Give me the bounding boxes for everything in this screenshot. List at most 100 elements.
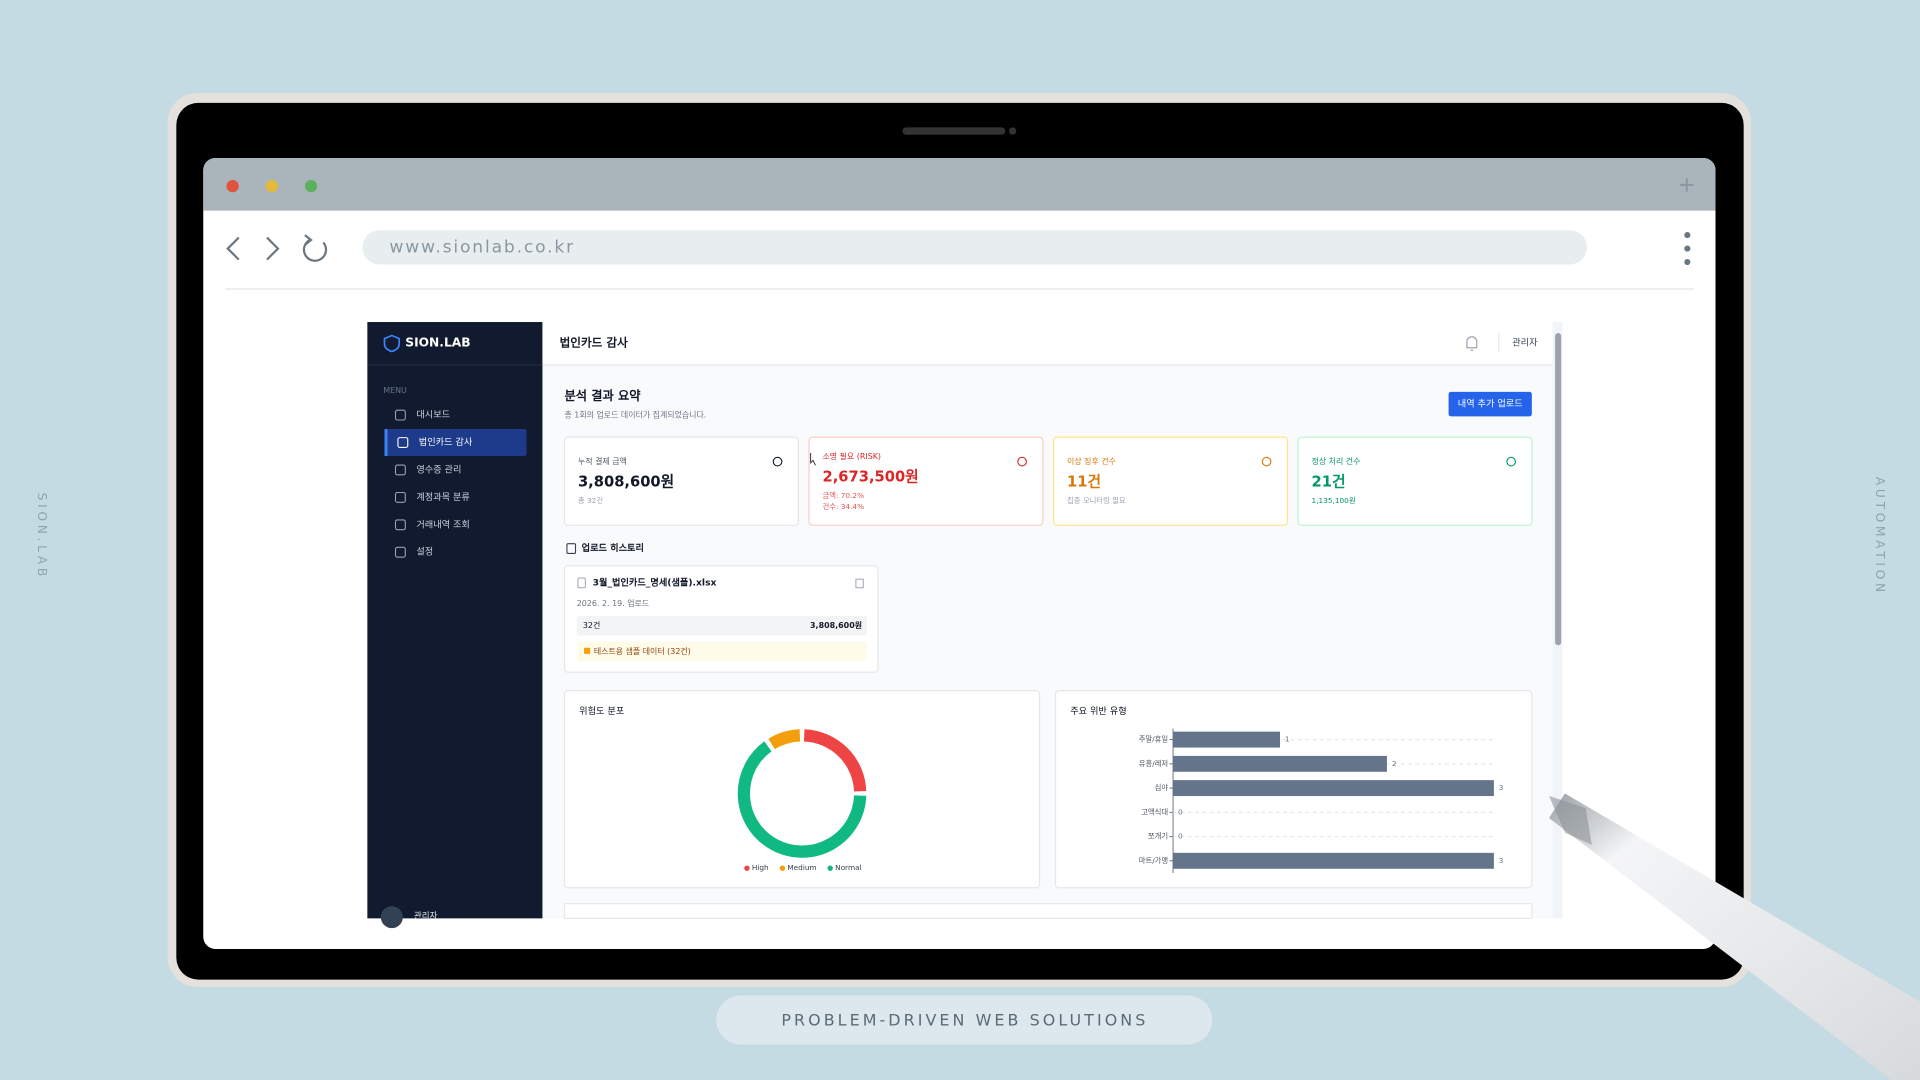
- history-icon: [566, 543, 577, 555]
- history-tag-box: [576, 641, 867, 662]
- forward-button[interactable]: [266, 236, 280, 261]
- speaker: [902, 127, 1006, 135]
- card-value: 3,808,600원: [578, 473, 674, 490]
- brand: SION.LAB: [405, 335, 470, 349]
- avatar: [380, 906, 403, 929]
- card-value: 2,673,500원: [822, 469, 918, 486]
- menu-icon: [394, 519, 406, 531]
- menu-active-bg: [384, 429, 527, 456]
- history-file: 3월_법인카드_명세(샘플).xlsx: [593, 576, 717, 588]
- upload-button[interactable]: [1448, 391, 1532, 417]
- legend-dot: [779, 865, 786, 871]
- window-close[interactable]: [226, 180, 239, 193]
- side-label: AUTOMATION: [1873, 477, 1887, 596]
- header: [542, 322, 1553, 365]
- bar-value: 1: [1285, 735, 1290, 744]
- menu-item[interactable]: 영수증 관리: [416, 464, 461, 475]
- page-title: 법인카드 감사: [560, 335, 629, 349]
- bar-value: 0: [1178, 832, 1183, 841]
- tag-icon: [584, 647, 591, 654]
- summary-card: [1297, 436, 1533, 526]
- header-user[interactable]: 관리자: [1512, 337, 1538, 348]
- card-icon: [1261, 456, 1272, 467]
- window-minimize[interactable]: [265, 180, 278, 193]
- sidebar: [367, 322, 543, 919]
- category-label: 주말/휴일: [1139, 735, 1169, 744]
- menu-icon: [394, 409, 406, 421]
- summary-card: [808, 436, 1044, 526]
- back-button[interactable]: [226, 236, 240, 261]
- summary-card: [1052, 436, 1289, 526]
- user: 관리자: [414, 910, 438, 921]
- bar-value: 3: [1499, 783, 1504, 792]
- brand-icon: [383, 334, 401, 353]
- card-value: 11건: [1067, 473, 1101, 490]
- history-amount: 3,808,600원: [810, 620, 862, 630]
- url: www.sionlab.co.kr: [389, 237, 575, 257]
- menu-item[interactable]: 법인카드 감사: [419, 436, 473, 448]
- legend-label: Normal: [835, 863, 862, 872]
- donut-slice: [737, 741, 867, 858]
- bar: [1173, 780, 1494, 797]
- history-tag: 테스트용 샘플 데이터 (32건): [594, 646, 691, 656]
- category-label: 쪼개기: [1148, 832, 1168, 841]
- category-label: 심야: [1155, 783, 1169, 792]
- menu-active-bar: [384, 429, 388, 456]
- menu-icon: [394, 464, 406, 476]
- card-icon: [1506, 456, 1516, 467]
- category-label: 마트/가맹: [1139, 856, 1168, 865]
- card-label: 이상 징후 건수: [1067, 456, 1116, 466]
- url-bar[interactable]: [362, 230, 1587, 265]
- notification-icon[interactable]: [1466, 336, 1478, 351]
- summary-card: [563, 436, 799, 526]
- card-label: 소명 필요 (RISK): [822, 451, 881, 461]
- next-card: [563, 903, 1533, 919]
- chart-title: 주요 위반 유형: [1070, 706, 1126, 717]
- card-icon: [1017, 456, 1027, 467]
- card-label: 정상 처리 건수: [1312, 456, 1361, 466]
- window-maximize[interactable]: [304, 180, 318, 193]
- category-label: 고액식대: [1141, 807, 1168, 816]
- cursor: [810, 453, 816, 466]
- bar-value: 0: [1178, 807, 1183, 816]
- bar-value: 3: [1499, 856, 1504, 865]
- card-label: 누적 결제 금액: [578, 456, 627, 466]
- bar: [1173, 852, 1494, 869]
- stylus-tip: [1548, 795, 1592, 845]
- donut-card: [563, 690, 1041, 889]
- delete-icon[interactable]: [855, 578, 864, 589]
- upload-button-label: 내역 추가 업로드: [1458, 398, 1523, 410]
- category-label: 유흥/레저: [1139, 759, 1168, 768]
- scrollbar-thumb[interactable]: [1555, 333, 1562, 646]
- menu-button[interactable]: [1684, 232, 1691, 266]
- card-note: 건수: 34.4%: [822, 502, 864, 511]
- menu-item[interactable]: 계정과목 분류: [416, 491, 470, 503]
- summary-title: 분석 결과 요약: [564, 388, 641, 403]
- chart-title: 위험도 분포: [579, 706, 624, 717]
- bar: [1173, 731, 1280, 748]
- menu-item[interactable]: 대시보드: [416, 410, 450, 421]
- menu-item[interactable]: 거래내역 조회: [416, 519, 470, 530]
- history-stats: [576, 615, 867, 636]
- history-date: 2026. 2. 19. 업로드: [577, 599, 649, 608]
- file-icon: [577, 577, 586, 589]
- legend-label: High: [752, 863, 769, 872]
- camera: [1008, 127, 1017, 135]
- legend-dot: [827, 865, 833, 871]
- card-note: 총 32건: [578, 496, 603, 505]
- menu-item[interactable]: 설정: [416, 547, 433, 558]
- reload-button[interactable]: [302, 234, 328, 262]
- bar: [1173, 755, 1387, 772]
- bar-value: 2: [1392, 759, 1397, 768]
- new-tab[interactable]: [1680, 178, 1694, 192]
- card-note: 집중 모니터링 필요: [1067, 496, 1126, 505]
- history-count: 32건: [583, 620, 600, 630]
- card-value: 21건: [1312, 473, 1346, 490]
- donut-slice: [768, 729, 801, 750]
- legend-label: Medium: [787, 863, 816, 872]
